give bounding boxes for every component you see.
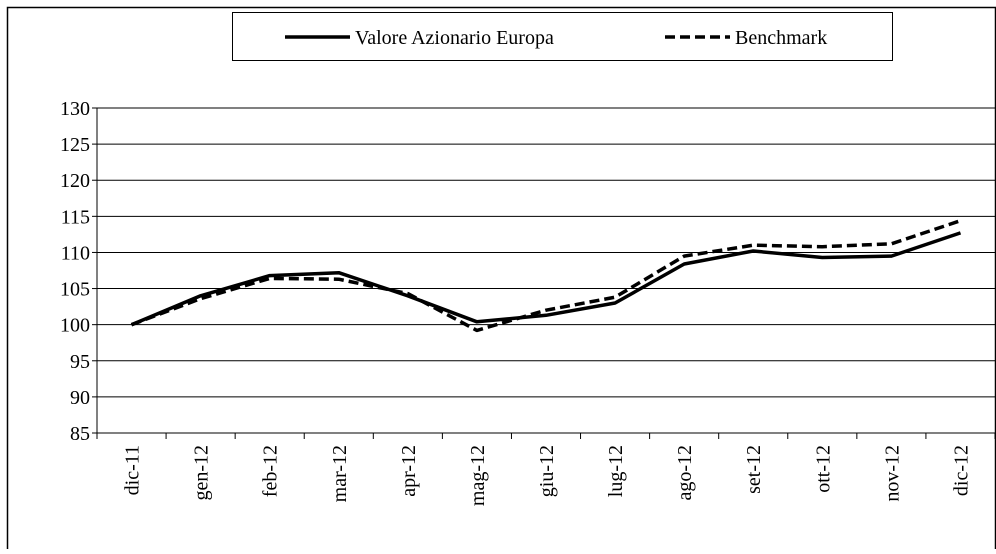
y-tick-label: 130 — [60, 98, 90, 120]
x-tick-label: ago-12 — [674, 445, 696, 501]
y-tick-label: 115 — [61, 206, 90, 228]
x-tick-label: feb-12 — [260, 445, 282, 497]
x-tick-label: apr-12 — [398, 445, 420, 497]
y-tick-label: 120 — [60, 170, 90, 192]
x-tick-label: ott-12 — [812, 445, 834, 493]
y-tick-label: 90 — [70, 387, 90, 409]
y-tick-label: 95 — [70, 351, 90, 373]
x-tick-label: set-12 — [743, 445, 765, 494]
legend-label: Benchmark — [735, 27, 827, 49]
x-tick-label: mag-12 — [467, 445, 489, 506]
y-tick-label: 85 — [70, 423, 90, 445]
y-tick-label: 105 — [60, 279, 90, 301]
x-tick-label: nov-12 — [881, 445, 903, 502]
x-tick-label: lug-12 — [605, 445, 627, 497]
y-tick-label: 110 — [61, 242, 90, 264]
y-tick-label: 125 — [60, 134, 90, 156]
legend-label: Valore Azionario Europa — [355, 27, 554, 49]
x-tick-label: giu-12 — [536, 445, 558, 497]
series-line — [130, 219, 962, 333]
series-line — [130, 231, 962, 327]
frame — [6, 6, 996, 554]
x-tick-label: dic-12 — [950, 445, 972, 496]
x-tick-label: dic-11 — [122, 445, 144, 495]
y-tick-label: 100 — [60, 315, 90, 337]
x-tick-label: mar-12 — [329, 445, 351, 502]
x-tick-label: gen-12 — [191, 445, 213, 501]
